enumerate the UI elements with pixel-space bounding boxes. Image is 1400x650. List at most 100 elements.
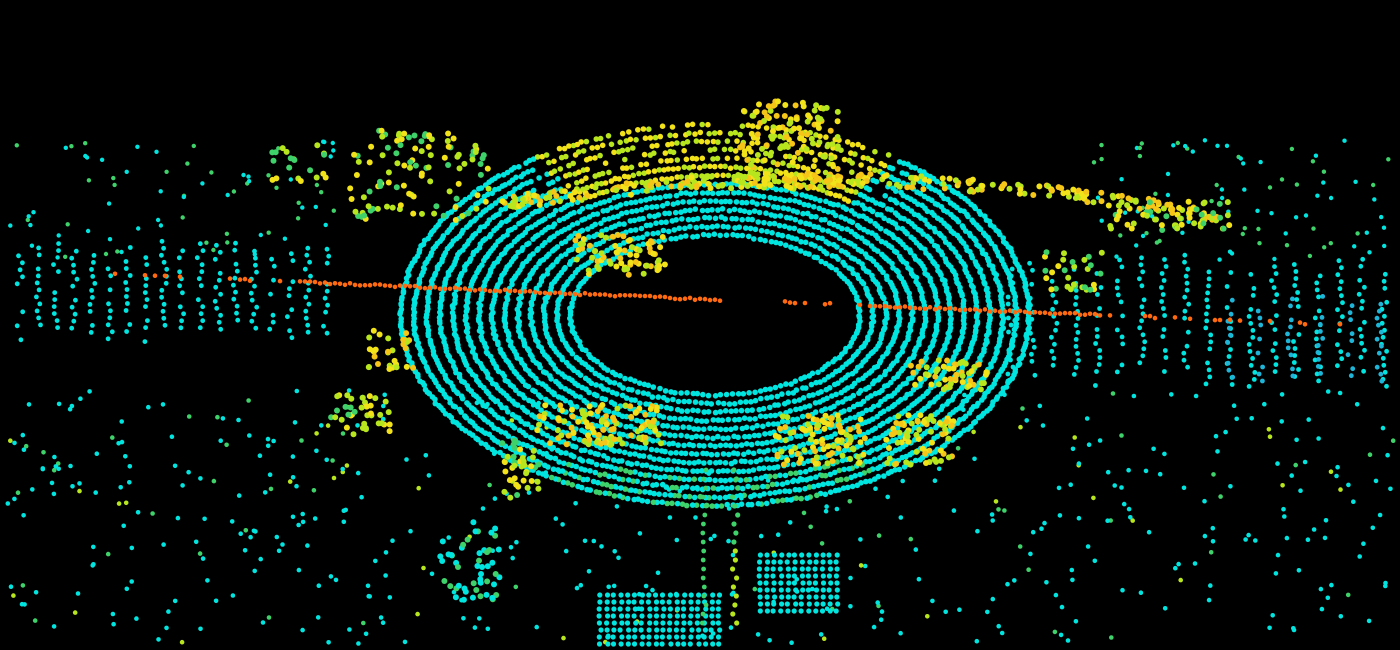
lidar-point <box>674 500 681 507</box>
lidar-point <box>1362 319 1367 325</box>
lidar-point <box>597 592 603 598</box>
lidar-point <box>510 555 515 561</box>
lidar-point <box>551 221 558 227</box>
lidar-point <box>1151 446 1156 452</box>
lidar-point <box>121 523 126 529</box>
lidar-point <box>784 419 791 425</box>
lidar-point <box>718 199 725 205</box>
lidar-point <box>1142 339 1148 345</box>
lidar-point <box>271 263 277 269</box>
lidar-point <box>1205 360 1210 366</box>
lidar-point <box>593 489 600 495</box>
lidar-point <box>1272 327 1278 332</box>
lidar-point <box>1279 419 1284 424</box>
lidar-point <box>725 172 732 179</box>
lidar-point <box>1248 307 1254 312</box>
lidar-point <box>652 473 658 480</box>
lidar-point <box>782 488 788 494</box>
lidar-point <box>421 565 426 571</box>
lidar-point <box>498 219 505 226</box>
lidar-point <box>111 175 116 181</box>
lidar-point <box>105 336 111 342</box>
lidar-point <box>653 203 660 210</box>
lidar-point <box>772 473 779 480</box>
lidar-point <box>639 179 645 186</box>
lidar-point <box>623 423 629 430</box>
lidar-point <box>728 408 734 415</box>
lidar-point <box>606 169 612 176</box>
lidar-point <box>756 448 763 455</box>
lidar-point <box>527 434 534 441</box>
lidar-point <box>586 234 592 240</box>
lidar-point <box>1379 378 1385 384</box>
lidar-point <box>62 254 68 259</box>
lidar-point <box>813 474 819 480</box>
lidar-point <box>246 179 252 184</box>
lidar-point <box>1246 314 1252 319</box>
lidar-point <box>596 613 602 619</box>
lidar-point <box>712 443 718 450</box>
lidar-point <box>599 395 605 402</box>
lidar-point <box>640 481 646 487</box>
lidar-point <box>773 186 779 193</box>
lidar-point <box>813 214 819 220</box>
lidar-point <box>667 606 674 612</box>
lidar-point <box>797 248 804 254</box>
lidar-point <box>1285 338 1291 344</box>
lidar-point <box>1272 264 1277 269</box>
lidar-point <box>751 192 758 198</box>
lidar-point <box>618 210 625 217</box>
lidar-point <box>790 461 797 468</box>
lidar-point <box>172 463 178 469</box>
lidar-point <box>793 470 799 477</box>
lidar-point <box>700 231 707 238</box>
lidar-point <box>664 423 671 429</box>
lidar-point <box>125 301 130 306</box>
lidar-point <box>705 392 712 399</box>
lidar-point <box>812 566 818 572</box>
lidar-point <box>1207 374 1213 380</box>
lidar-point <box>793 495 800 502</box>
lidar-point <box>772 213 778 219</box>
lidar-point <box>1291 360 1297 365</box>
lidar-point <box>522 382 529 389</box>
lidar-point <box>597 152 603 159</box>
lidar-point <box>649 143 655 149</box>
lidar-point <box>677 416 684 422</box>
lidar-point <box>1137 276 1142 282</box>
lidar-point <box>1281 506 1286 512</box>
lidar-point <box>115 249 120 254</box>
lidar-point <box>766 220 773 227</box>
lidar-point <box>230 593 236 598</box>
lidar-point <box>632 469 638 475</box>
lidar-point <box>841 466 847 473</box>
lidar-point <box>1092 558 1098 564</box>
lidar-point <box>116 441 121 446</box>
lidar-point <box>127 273 133 278</box>
lidar-point <box>664 466 670 473</box>
lidar-point <box>638 206 645 213</box>
lidar-point <box>108 308 113 314</box>
lidar-point <box>972 456 977 462</box>
lidar-point <box>881 442 888 449</box>
lidar-point <box>556 145 563 152</box>
lidar-point <box>742 225 749 231</box>
lidar-point <box>1335 307 1340 313</box>
lidar-point <box>477 324 484 331</box>
lidar-point <box>464 400 470 406</box>
lidar-point <box>585 458 592 464</box>
lidar-point <box>860 375 866 382</box>
lidar-point <box>750 467 757 473</box>
lidar-point <box>714 172 720 179</box>
lidar-point <box>754 201 760 207</box>
lidar-point <box>772 195 778 202</box>
lidar-point <box>678 390 684 396</box>
lidar-point <box>812 243 818 249</box>
lidar-point <box>177 269 183 275</box>
lidar-point <box>660 394 667 401</box>
lidar-point <box>162 322 168 328</box>
lidar-point <box>54 318 60 323</box>
lidar-point <box>799 413 806 420</box>
lidar-point <box>1250 293 1256 298</box>
